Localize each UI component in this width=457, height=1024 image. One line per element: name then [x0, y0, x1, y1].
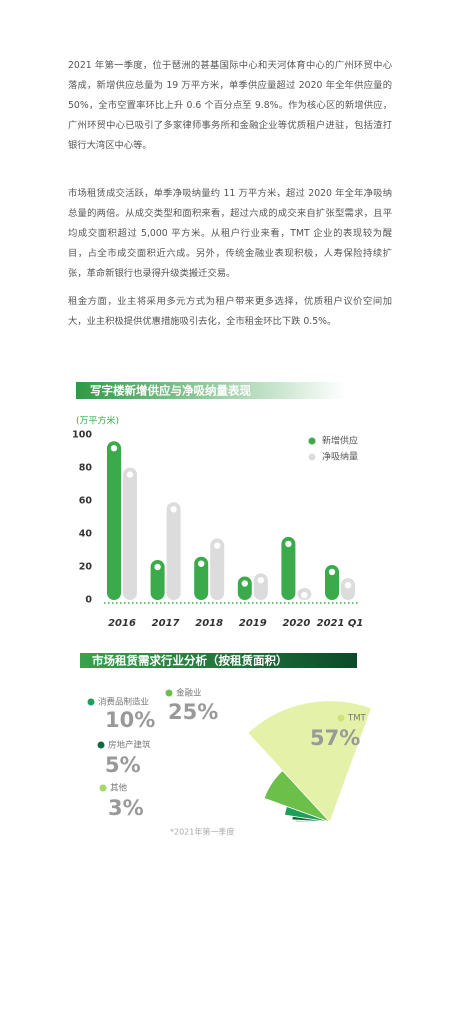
bar-cap: [301, 591, 308, 599]
legend-marker: [99, 784, 107, 792]
category-label: TMT: [347, 714, 367, 724]
bar: [166, 502, 181, 600]
fan: [247, 700, 372, 822]
value-label: 3%: [108, 796, 144, 820]
chart-title: 写字楼新增供应与净吸纳量表现: [90, 384, 251, 398]
bar: [150, 560, 165, 600]
bar: [237, 576, 252, 600]
bar-cap: [285, 540, 292, 548]
bar-cap: [257, 577, 264, 584]
x-tick-label: 2018: [195, 618, 223, 629]
paragraph: 2021 年第一季度，位于琶洲的甚基国际中心和天河体育中心的广州环贸中心落成，新…: [68, 60, 392, 151]
y-axis-label: (万平方米): [76, 415, 119, 427]
bar-cap: [198, 560, 205, 567]
y-tick-label: 80: [79, 463, 93, 474]
legend-marker: [308, 437, 316, 445]
bar: [210, 538, 225, 600]
legend-label: 新增供应: [322, 435, 358, 447]
bar-cap: [110, 445, 118, 452]
y-tick-label: 0: [85, 595, 92, 606]
bar: [341, 578, 355, 600]
x-tick-label: 2020: [282, 618, 310, 629]
value-label: 57%: [310, 726, 360, 750]
bar-cap: [214, 542, 221, 549]
footnote: *2021年第一季度: [170, 827, 234, 837]
bar-cap: [126, 471, 134, 478]
title-banner: [76, 382, 346, 399]
x-tick-label: 2016: [108, 618, 136, 629]
bar: [194, 556, 209, 600]
bar: [253, 573, 268, 600]
chart-title: 市场租赁需求行业分析（按租赁面积）: [92, 654, 288, 668]
legend-marker: [308, 453, 316, 461]
legend-label: 净吸纳量: [322, 451, 358, 463]
legend-marker: [97, 741, 105, 749]
y-tick-label: 40: [79, 529, 93, 540]
bar-cap: [170, 506, 177, 513]
x-tick-label: 2017: [152, 618, 180, 629]
category-label: 其他: [110, 783, 128, 794]
legend-marker: [337, 714, 345, 722]
bar: [123, 467, 137, 600]
y-tick-label: 60: [79, 496, 93, 507]
legend-marker: [165, 689, 173, 697]
value-label: 5%: [105, 753, 141, 777]
bar: [107, 441, 121, 600]
value-label: 10%: [105, 708, 155, 732]
title-banner: [80, 653, 357, 668]
legend-marker: [87, 698, 95, 706]
x-tick-label: 2019: [239, 618, 267, 629]
y-tick-label: 20: [79, 562, 93, 573]
bar-cap: [344, 581, 352, 589]
paragraph: 市场租赁成交活跃，单季净吸纳量约 11 万平方米，超过 2020 年全年净吸纳总…: [68, 188, 392, 279]
bar: [281, 536, 296, 600]
bar-cap: [241, 580, 248, 587]
bar-cap: [328, 568, 336, 576]
category-label: 房地产建筑: [108, 740, 151, 751]
x-tick-label: 2021 Q1: [317, 618, 364, 629]
paragraph: 租金方面，业主将采用多元方式为租户带来更多选择，优质租户议价空间加大，业主积极提…: [68, 296, 392, 327]
bar-cap: [154, 563, 161, 571]
y-tick-label: 100: [72, 430, 92, 441]
category-label: 消费品制造业: [98, 697, 149, 708]
fan-wedge: [247, 700, 372, 822]
value-label: 25%: [168, 700, 218, 724]
category-label: 金融业: [176, 688, 202, 699]
bar: [325, 564, 339, 600]
